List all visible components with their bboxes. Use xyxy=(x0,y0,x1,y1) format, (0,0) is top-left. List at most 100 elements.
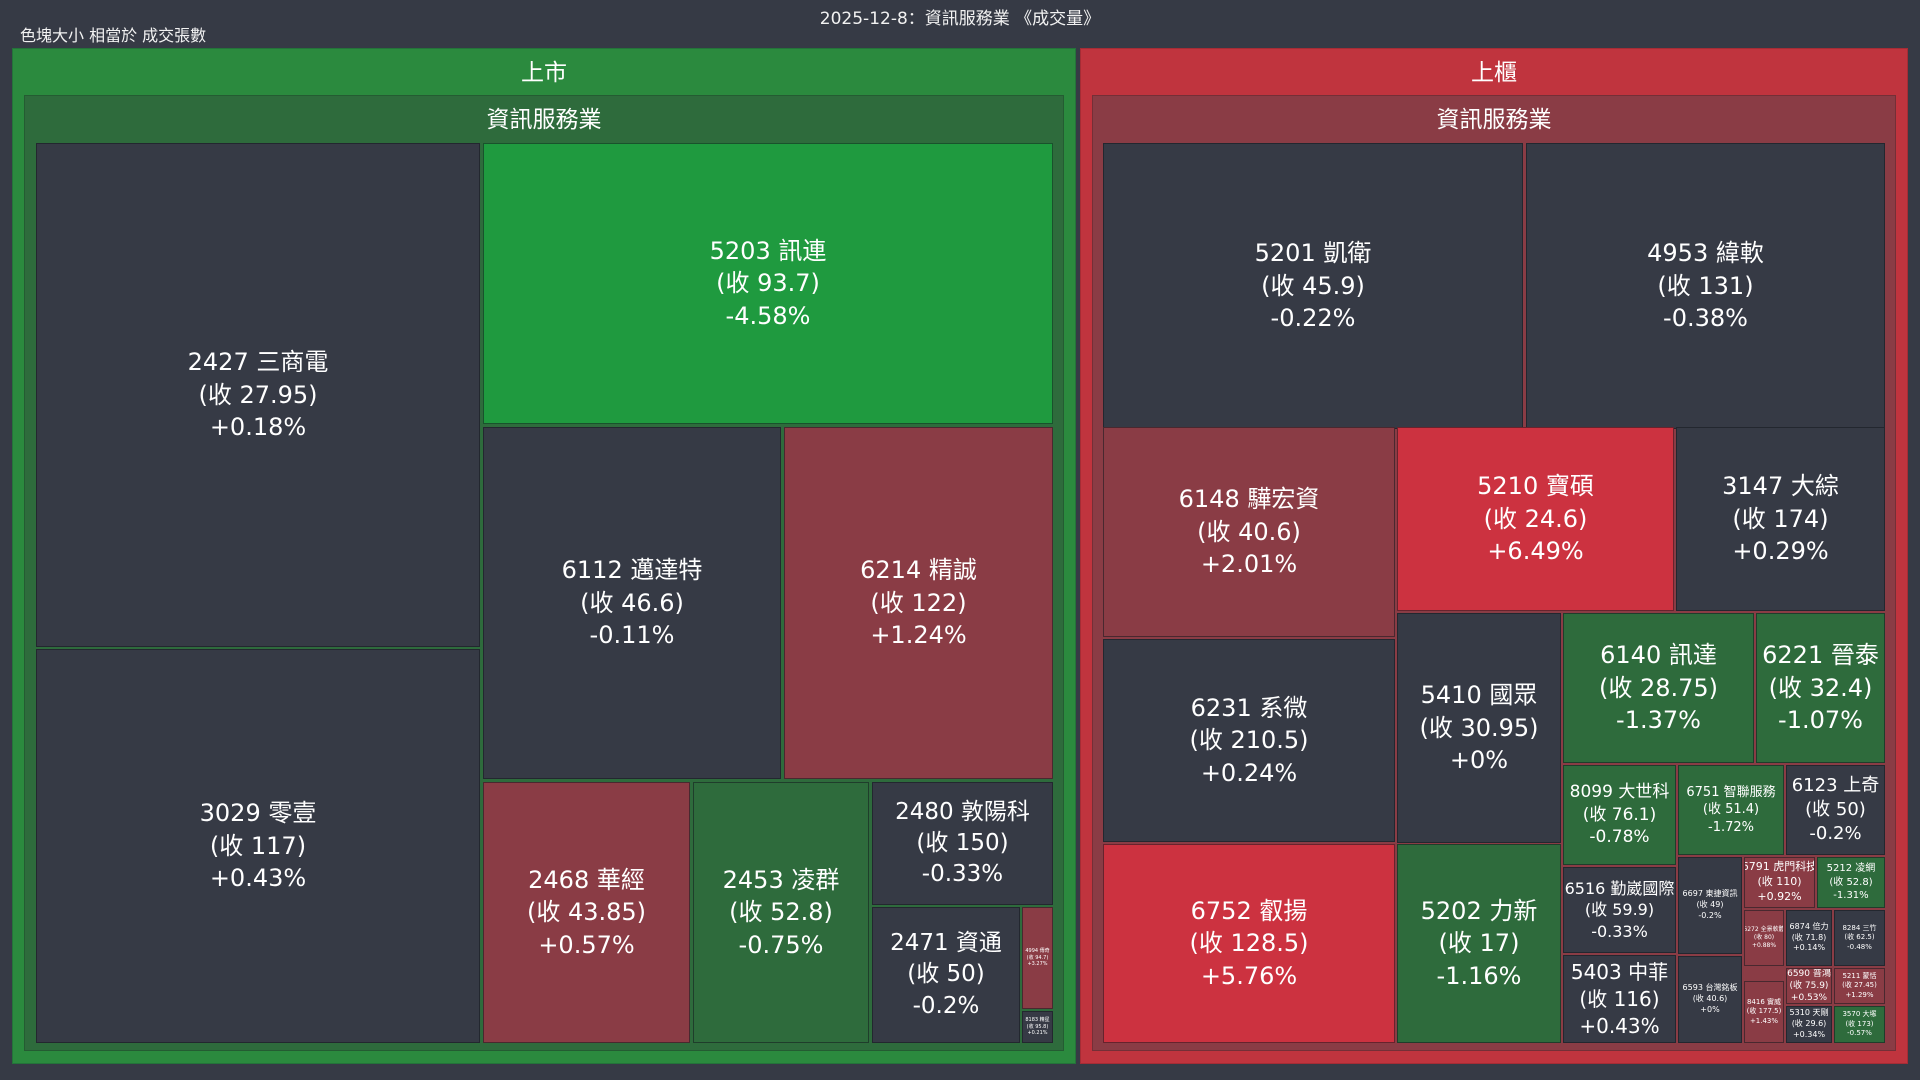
tile-label: 6272 全景軟體 xyxy=(1744,925,1784,933)
tile-close: (收 62.5) xyxy=(1844,933,1875,942)
tile-close: (收 174) xyxy=(1732,504,1829,533)
treemap-tile-3147[interactable]: 3147 大綜 (收 174) +0.29% xyxy=(1676,427,1885,611)
treemap-tile-6112[interactable]: 6112 邁達特 (收 46.6) -0.11% xyxy=(483,427,781,779)
treemap-tile-6791[interactable]: 6791 虎門科技 (收 110) +0.92% xyxy=(1744,857,1815,908)
tile-close: (收 150) xyxy=(916,829,1009,856)
treemap-tile-3029[interactable]: 3029 零壹 (收 117) +0.43% xyxy=(36,649,480,1043)
treemap-tile-6140[interactable]: 6140 訊達 (收 28.75) -1.37% xyxy=(1563,613,1754,763)
treemap-tile-5203[interactable]: 5203 訊連 (收 93.7) -4.58% xyxy=(483,143,1053,424)
tile-close: (收 43.85) xyxy=(526,898,647,927)
tile-label: 8099 大世科 xyxy=(1569,781,1670,802)
tile-close: (收 80) xyxy=(1753,933,1775,941)
tile-close: (收 49) xyxy=(1696,900,1724,910)
treemap-tile-6590[interactable]: 6590 普鴻 (收 75.9) +0.53% xyxy=(1786,968,1832,1004)
treemap-tile-6697[interactable]: 6697 東捷資訊 (收 49) -0.2% xyxy=(1678,857,1742,954)
market-label-otc: 上櫃 xyxy=(1471,60,1517,86)
tile-change: -0.2% xyxy=(1698,910,1722,920)
tile-label: 5201 凱衛 xyxy=(1254,239,1372,268)
tile-change: +0.43% xyxy=(209,864,307,893)
tile-label: 6791 虎門科技 xyxy=(1744,860,1815,874)
tile-label: 5211 蒙恬 xyxy=(1842,971,1877,980)
treemap-tile-4953[interactable]: 4953 緯軟 (收 131) -0.38% xyxy=(1526,143,1885,429)
treemap-tile-4994[interactable]: 4994 傳奇 (收 94.7) +3.27% xyxy=(1022,907,1053,1009)
tile-change: -0.33% xyxy=(921,861,1004,888)
tile-change: +6.49% xyxy=(1487,537,1584,566)
treemap-tile-5410[interactable]: 5410 國眾 (收 30.95) +0% xyxy=(1397,613,1561,843)
treemap-tile-5403[interactable]: 5403 中菲 (收 116) +0.43% xyxy=(1563,955,1676,1043)
treemap-tile-6214[interactable]: 6214 精誠 (收 122) +1.24% xyxy=(784,427,1053,779)
tile-label: 2453 凌群 xyxy=(722,865,840,894)
treemap-tile-8183[interactable]: 8183 精星 (收 95.8) +0.21% xyxy=(1022,1011,1053,1043)
tile-change: +3.27% xyxy=(1027,961,1048,968)
treemap-tile-6272[interactable]: 6272 全景軟體 (收 80) +0.88% xyxy=(1744,910,1784,966)
tile-label: 4994 傳奇 xyxy=(1025,947,1050,954)
tile-close: (收 52.8) xyxy=(729,898,833,927)
industry-label-otc: 資訊服務業 xyxy=(1436,107,1552,133)
tile-label: 6214 精誠 xyxy=(860,556,977,585)
tile-close: (收 24.6) xyxy=(1483,504,1588,533)
tile-label: 6593 台灣銘板 xyxy=(1682,983,1738,993)
tile-close: (收 52.8) xyxy=(1829,876,1873,888)
treemap-tile-2480[interactable]: 2480 敦陽科 (收 150) -0.33% xyxy=(872,782,1053,905)
treemap-tile-2468[interactable]: 2468 華經 (收 43.85) +0.57% xyxy=(483,782,690,1043)
tile-label: 6221 晉泰 xyxy=(1762,641,1879,670)
tile-close: (收 128.5) xyxy=(1189,929,1309,958)
treemap-tile-3570[interactable]: 3570 大塚 (收 173) -0.57% xyxy=(1834,1006,1885,1043)
tile-label: 3029 零壹 xyxy=(199,799,317,828)
tile-change: +0.14% xyxy=(1792,943,1826,953)
treemap-tile-2471[interactable]: 2471 資通 (收 50) -0.2% xyxy=(872,907,1020,1043)
tile-label: 6516 勤崴國際 xyxy=(1564,878,1675,898)
tile-close: (收 117) xyxy=(209,831,307,860)
tile-label: 6140 訊達 xyxy=(1600,641,1717,670)
tile-change: +0.43% xyxy=(1579,1013,1660,1038)
tile-close: (收 30.95) xyxy=(1419,713,1539,742)
tile-change: -0.22% xyxy=(1270,304,1356,333)
treemap-tile-6221[interactable]: 6221 晉泰 (收 32.4) -1.07% xyxy=(1756,613,1885,763)
treemap-tile-6752[interactable]: 6752 叡揚 (收 128.5) +5.76% xyxy=(1103,844,1395,1043)
tile-label: 6874 倍力 xyxy=(1789,921,1829,931)
treemap-tile-6148[interactable]: 6148 驊宏資 (收 40.6) +2.01% xyxy=(1103,427,1395,637)
tile-close: (收 93.7) xyxy=(716,269,820,298)
treemap-tile-6874[interactable]: 6874 倍力 (收 71.8) +0.14% xyxy=(1786,910,1832,966)
tile-change: -0.2% xyxy=(912,992,980,1019)
treemap-tile-5310[interactable]: 5310 天剛 (收 29.6) +0.34% xyxy=(1786,1006,1832,1043)
treemap-tile-8284[interactable]: 8284 三竹 (收 62.5) -0.48% xyxy=(1834,910,1885,966)
tile-change: +1.43% xyxy=(1749,1016,1779,1025)
tile-close: (收 50) xyxy=(1805,798,1866,820)
tile-close: (收 122) xyxy=(870,588,967,617)
treemap-tile-8099[interactable]: 8099 大世科 (收 76.1) -0.78% xyxy=(1563,765,1676,865)
tile-close: (收 27.95) xyxy=(198,380,318,409)
treemap-tile-6231[interactable]: 6231 系微 (收 210.5) +0.24% xyxy=(1103,639,1395,842)
treemap-tile-8416[interactable]: 8416 實威 (收 177.5) +1.43% xyxy=(1744,981,1784,1043)
treemap-tile-5201[interactable]: 5201 凱衛 (收 45.9) -0.22% xyxy=(1103,143,1523,429)
tile-close: (收 116) xyxy=(1579,986,1660,1011)
tile-close: (收 71.8) xyxy=(1791,932,1827,942)
treemap-tile-6516[interactable]: 6516 勤崴國際 (收 59.9) -0.33% xyxy=(1563,867,1676,953)
tile-close: (收 45.9) xyxy=(1261,271,1365,300)
treemap-tile-2453[interactable]: 2453 凌群 (收 52.8) -0.75% xyxy=(693,782,869,1043)
tile-label: 5410 國眾 xyxy=(1420,681,1538,710)
treemap-tile-5211[interactable]: 5211 蒙恬 (收 27.45) +1.29% xyxy=(1834,968,1885,1004)
tile-change: +5.76% xyxy=(1200,961,1298,990)
tile-change: -0.48% xyxy=(1847,942,1872,951)
tile-label: 6148 驊宏資 xyxy=(1178,485,1320,514)
tile-close: (收 75.9) xyxy=(1789,980,1829,991)
tile-close: (收 76.1) xyxy=(1582,804,1657,825)
treemap-tile-6123[interactable]: 6123 上奇 (收 50) -0.2% xyxy=(1786,765,1885,855)
tile-label: 3570 大塚 xyxy=(1842,1010,1877,1019)
tile-change: -1.16% xyxy=(1436,961,1522,990)
tile-change: +0.57% xyxy=(538,930,635,959)
tile-change: +1.29% xyxy=(1845,990,1874,999)
tile-change: -1.07% xyxy=(1778,706,1863,735)
treemap-tile-5212[interactable]: 5212 凌網 (收 52.8) -1.31% xyxy=(1817,857,1885,908)
treemap-tile-5202[interactable]: 5202 力新 (收 17) -1.16% xyxy=(1397,844,1561,1043)
tile-close: (收 210.5) xyxy=(1189,726,1309,755)
treemap-tile-5210[interactable]: 5210 寶碩 (收 24.6) +6.49% xyxy=(1397,427,1674,611)
treemap-tile-6751[interactable]: 6751 智聯服務 (收 51.4) -1.72% xyxy=(1678,765,1784,855)
treemap-tile-6593[interactable]: 6593 台灣銘板 (收 40.6) +0% xyxy=(1678,956,1742,1043)
tile-change: -1.72% xyxy=(1708,819,1754,835)
tile-close: (收 29.6) xyxy=(1791,1019,1827,1029)
chart-title: 2025-12-8：資訊服務業 《成交量》 xyxy=(819,9,1101,29)
treemap-tile-2427[interactable]: 2427 三商電 (收 27.95) +0.18% xyxy=(36,143,480,647)
